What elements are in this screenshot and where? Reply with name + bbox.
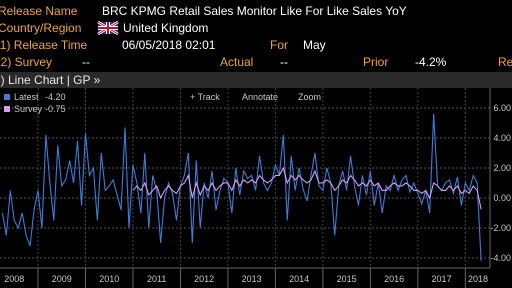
x-tick-label: 2016 — [384, 274, 404, 284]
legend-swatch — [4, 106, 10, 112]
zoom-button[interactable]: Zoom — [298, 92, 321, 102]
track-button[interactable]: + Track — [190, 92, 220, 102]
y-tick-label: -4.00 — [490, 253, 511, 263]
toolbar — [0, 72, 512, 88]
y-tick-label: 4.00 — [493, 133, 511, 143]
y-tick-label: 0.00 — [493, 193, 511, 203]
x-tick-label: 2010 — [99, 274, 119, 284]
y-tick-label: 2.00 — [493, 163, 511, 173]
release-time-label[interactable]: 11) Release Time — [0, 38, 87, 52]
legend-name: Latest — [14, 92, 39, 102]
legend-name: Survey — [14, 104, 43, 114]
legend-value: -0.75 — [45, 104, 66, 114]
revised-label: Re — [498, 55, 512, 69]
uk-flag — [97, 20, 119, 36]
legend-swatch — [4, 94, 10, 100]
annotate-button[interactable]: Annotate — [242, 92, 278, 102]
x-tick-label: 2011 — [147, 274, 166, 284]
survey: -- — [82, 55, 90, 69]
x-tick-label: 2012 — [194, 274, 214, 284]
chart-tab[interactable]: 3) Line Chart | GP » — [0, 73, 101, 87]
x-tick-label: 2015 — [337, 274, 357, 284]
release-name-label: Release Name — [0, 4, 78, 18]
for-label: For — [270, 38, 288, 52]
legend-value: -4.20 — [45, 92, 66, 102]
prior-label: Prior — [363, 55, 388, 69]
prior: -4.2% — [415, 55, 447, 69]
y-tick-label: 6.00 — [493, 103, 511, 113]
actual-label: Actual — [220, 55, 253, 69]
actual: -- — [280, 55, 288, 69]
y-tick-label: -2.00 — [490, 223, 511, 233]
series-line — [132, 166, 482, 210]
x-tick-label: 2014 — [289, 274, 309, 284]
country-label: Country/Region — [0, 21, 81, 35]
country: United Kingdom — [123, 21, 208, 35]
x-tick-label: 2008 — [4, 274, 24, 284]
release-name: BRC KPMG Retail Sales Monitor Like For L… — [102, 4, 407, 18]
x-tick-label: 2017 — [432, 274, 452, 284]
x-tick-label: 2013 — [242, 274, 262, 284]
x-tick-label: 2009 — [52, 274, 72, 284]
for-value: May — [303, 38, 326, 52]
survey-label[interactable]: 12) Survey — [0, 55, 52, 69]
x-tick-label: 2018 — [468, 274, 488, 284]
release-time: 06/05/2018 02:01 — [122, 38, 216, 52]
